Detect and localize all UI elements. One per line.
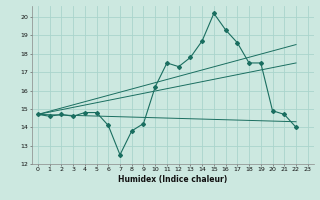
X-axis label: Humidex (Indice chaleur): Humidex (Indice chaleur) <box>118 175 228 184</box>
